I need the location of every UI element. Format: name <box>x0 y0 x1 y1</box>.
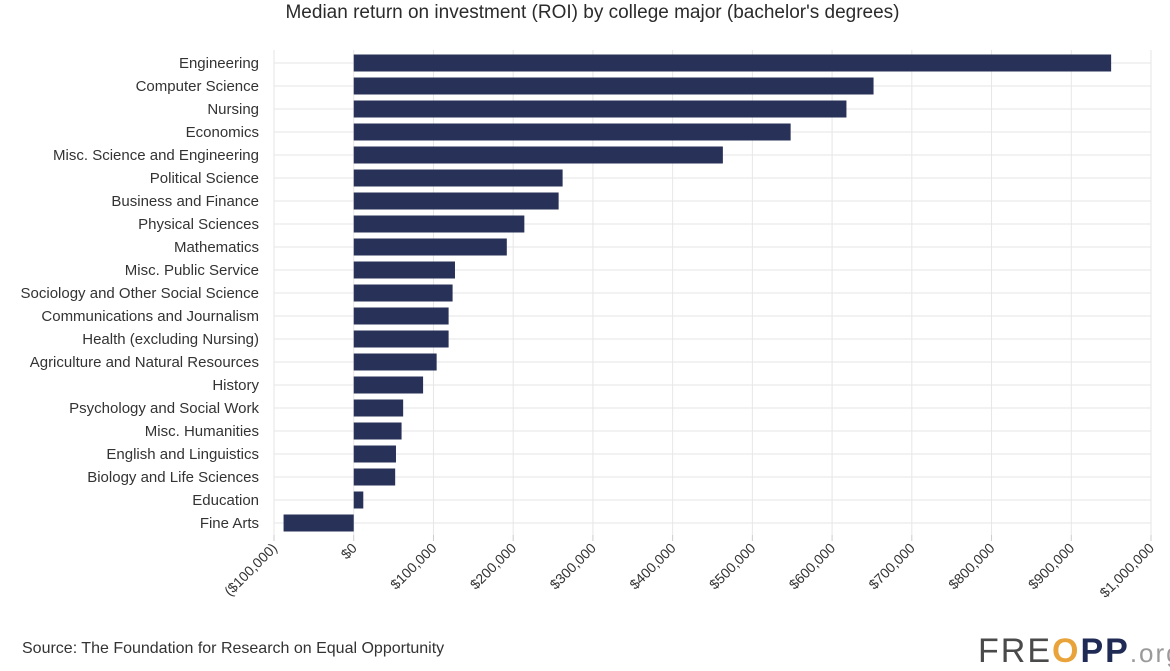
bar <box>283 514 354 532</box>
x-tick-label: $500,000 <box>706 540 759 593</box>
category-label: Communications and Journalism <box>41 308 259 325</box>
category-label: Mathematics <box>174 239 259 256</box>
category-label: Health (excluding Nursing) <box>82 331 259 348</box>
bar <box>353 54 1112 72</box>
category-label: Biology and Life Sciences <box>87 469 259 486</box>
category-label: Misc. Humanities <box>145 423 259 440</box>
x-axis-ticks: ($100,000) $0 $100,000 $200,000 $300,000 $400… <box>221 535 1157 601</box>
x-tick-label: $900,000 <box>1025 540 1078 593</box>
bar <box>353 77 874 95</box>
bar <box>353 353 437 371</box>
category-label: Misc. Public Service <box>125 262 259 279</box>
x-tick-label: $700,000 <box>865 540 918 593</box>
bar <box>353 468 396 486</box>
x-tick-label: $600,000 <box>786 540 839 593</box>
x-tick-label: $800,000 <box>945 540 998 593</box>
category-label: Fine Arts <box>200 515 259 532</box>
bar <box>353 422 402 440</box>
x-tick-label: $100,000 <box>387 540 440 593</box>
category-label: Education <box>192 492 259 509</box>
bar <box>353 215 525 233</box>
bar-layer <box>283 54 1112 532</box>
category-label: Physical Sciences <box>138 216 259 233</box>
x-tick-label: $300,000 <box>546 540 599 593</box>
category-label: Business and Finance <box>111 193 259 210</box>
category-label: Agriculture and Natural Resources <box>30 354 259 371</box>
bar <box>353 491 364 509</box>
x-tick-label: $1,000,000 <box>1096 540 1157 601</box>
bar <box>353 399 404 417</box>
category-label: Economics <box>186 124 259 141</box>
x-tick-label: $400,000 <box>626 540 679 593</box>
category-label: History <box>212 377 259 394</box>
bar <box>353 146 723 164</box>
category-label: Psychology and Social Work <box>69 400 259 417</box>
category-label: Engineering <box>179 55 259 72</box>
x-tick-label: ($100,000) <box>221 540 280 599</box>
bar <box>353 445 396 463</box>
bar <box>353 376 424 394</box>
bar <box>353 123 791 141</box>
category-label: Computer Science <box>136 78 259 95</box>
category-labels: Engineering Computer Science Nursing Econom… <box>21 55 260 532</box>
category-label: Sociology and Other Social Science <box>21 285 259 302</box>
category-label: Political Science <box>150 170 259 187</box>
category-label: Misc. Science and Engineering <box>53 147 259 164</box>
x-tick-label: $200,000 <box>467 540 520 593</box>
roi-bar-chart: Engineering Computer Science Nursing Econom… <box>21 50 1157 601</box>
category-label: Nursing <box>207 101 259 118</box>
category-label: English and Linguistics <box>106 446 259 463</box>
bar <box>353 192 559 210</box>
bar <box>353 330 449 348</box>
bar <box>353 169 563 187</box>
bar <box>353 307 449 325</box>
bar <box>353 261 455 279</box>
source-note: Source: The Foundation for Research on E… <box>22 640 445 657</box>
bar <box>353 100 847 118</box>
bar <box>353 238 507 256</box>
freopp-logo: FREOPP.org <box>978 632 1170 670</box>
x-tick-label: $0 <box>338 540 360 562</box>
chart-title: Median return on investment (ROI) by col… <box>285 2 900 23</box>
bar <box>353 284 453 302</box>
